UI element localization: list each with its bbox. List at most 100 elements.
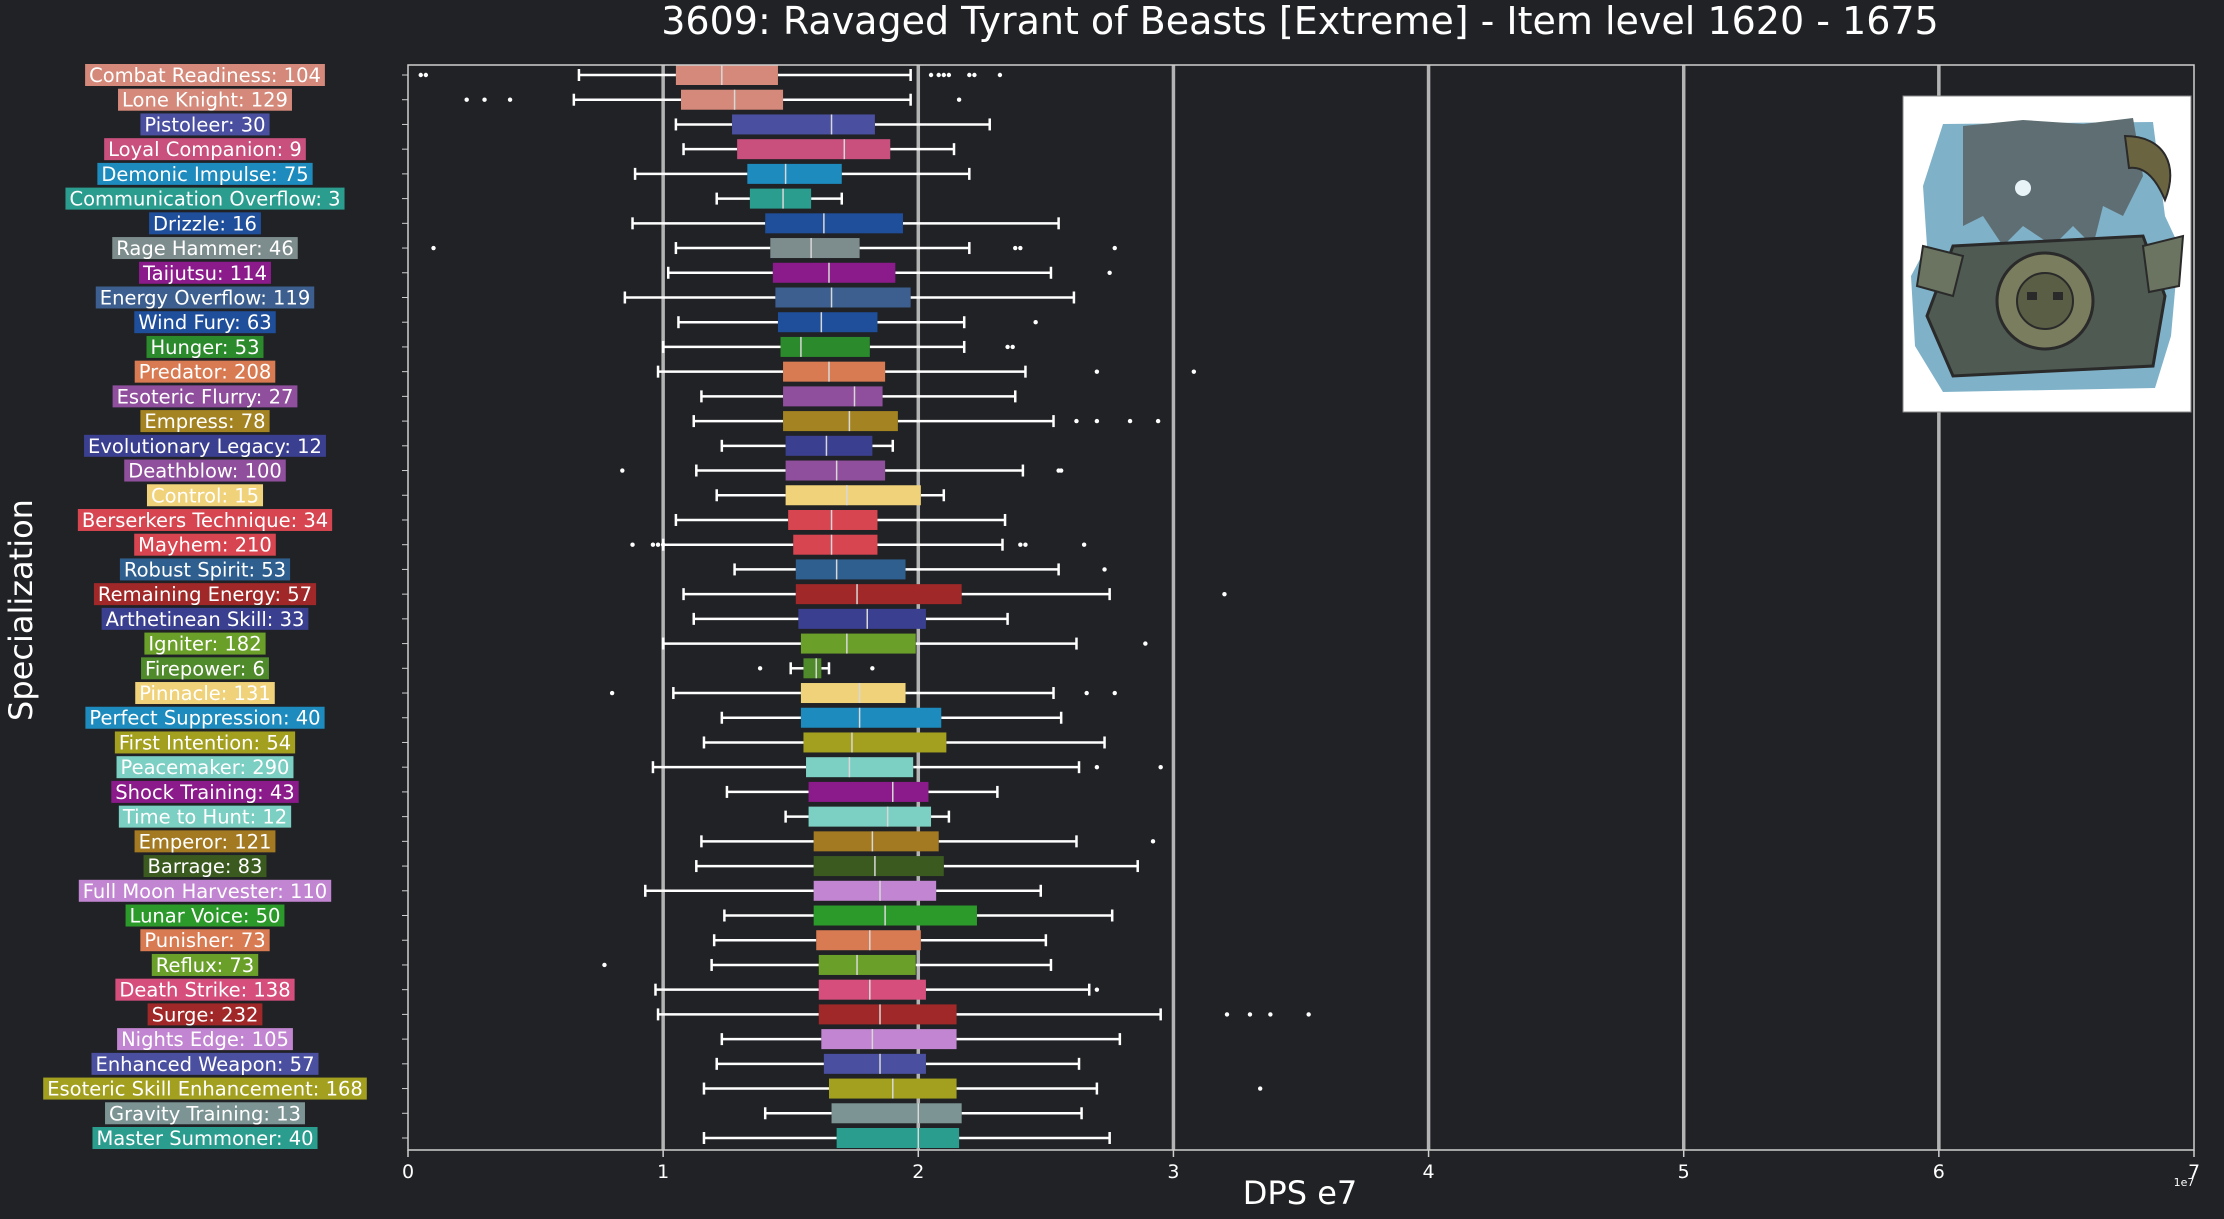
category-label: Lunar Voice: 50 [130, 905, 281, 928]
outlier-point [1155, 418, 1161, 424]
box-iqr [808, 806, 932, 827]
category-label-bg [125, 904, 285, 927]
box-iqr [803, 658, 822, 679]
category-label: Hunger: 53 [150, 336, 259, 359]
outlier-point [1247, 1012, 1253, 1017]
category-label: Empress: 78 [144, 410, 265, 433]
outlier-point [946, 72, 952, 78]
category-label-bg [144, 632, 266, 655]
box-13 [402, 386, 1017, 407]
category-label-bg [124, 459, 286, 482]
y-axis-title: Specialization [2, 499, 40, 721]
category-label-bg [78, 879, 332, 902]
box-iqr [732, 114, 875, 135]
box-iqr [785, 460, 886, 481]
box-16 [402, 460, 1064, 481]
category-label: Energy Overflow: 119 [100, 286, 310, 309]
outlier-point [1158, 764, 1163, 770]
outlier-point [1094, 987, 1100, 992]
outlier-point [1058, 468, 1064, 473]
category-label: Esoteric Flurry: 27 [117, 385, 294, 408]
outlier-point [650, 542, 656, 547]
box-22 [402, 608, 1009, 629]
category-label-bg [140, 410, 270, 433]
outlier-point [936, 72, 941, 78]
category-label-bg [134, 360, 276, 383]
portrait-eye-right [2053, 292, 2063, 300]
outlier-point [1033, 320, 1038, 325]
outlier-point [757, 666, 763, 671]
box-iqr [785, 435, 873, 456]
box-iqr [783, 386, 883, 407]
box-iqr [803, 732, 947, 753]
box-iqr [831, 1103, 962, 1124]
box-17 [402, 485, 946, 506]
box-6 [402, 213, 1060, 234]
box-iqr [772, 262, 896, 283]
box-9 [402, 287, 1076, 308]
category-label-bg [116, 756, 294, 779]
category-label-bg [112, 385, 298, 408]
box-41 [402, 1078, 1263, 1099]
outlier-point [1094, 764, 1100, 770]
category-label: Rage Hammer: 46 [116, 237, 294, 260]
box-8 [402, 262, 1112, 283]
category-label-bg [134, 533, 276, 556]
outlier-point [1005, 344, 1010, 350]
category-label-bg [105, 1102, 305, 1125]
outlier-point [630, 542, 635, 547]
outlier-point [660, 542, 666, 547]
category-label-bg [77, 508, 333, 531]
box-23 [402, 633, 1148, 654]
box-7 [402, 238, 1117, 259]
category-label-bg [134, 311, 276, 334]
category-label-bg [141, 657, 269, 680]
box-iqr [813, 880, 937, 901]
box-11 [402, 336, 1015, 357]
category-label-bg [143, 855, 267, 878]
box-iqr [749, 188, 812, 209]
category-label: Lone Knight: 129 [122, 89, 288, 112]
x-axis-ticks: 0 1 2 3 4 5 6 7 [402, 1150, 2200, 1183]
box-15 [402, 435, 895, 456]
box-36 [402, 954, 1053, 975]
category-label: Punisher: 73 [144, 929, 265, 952]
box-iqr [818, 1004, 957, 1025]
outlier-point [507, 97, 513, 102]
x-tick-label: 1 [657, 1161, 669, 1183]
category-label: Surge: 232 [152, 1003, 259, 1026]
box-iqr [783, 411, 898, 432]
portrait-glow-eye [2015, 180, 2031, 196]
category-label: Peacemaker: 290 [121, 756, 290, 779]
category-label: Pistoleer: 30 [144, 113, 265, 136]
x-tick-label: 0 [402, 1161, 414, 1183]
outlier-point [956, 97, 962, 102]
outlier-point [1150, 839, 1156, 844]
category-label-bg [112, 237, 298, 260]
outlier-point [1013, 245, 1018, 251]
box-iqr [800, 707, 942, 728]
category-label-bg [118, 88, 292, 111]
box-32 [402, 856, 1139, 877]
outlier-point [1191, 369, 1197, 374]
outlier-point [423, 72, 429, 78]
box-iqr [836, 1128, 960, 1148]
outlier-point [1102, 567, 1107, 572]
box-20 [402, 559, 1107, 580]
x-tick-label: 2 [912, 1161, 924, 1183]
box-18 [402, 509, 1007, 530]
outlier-point [1094, 418, 1100, 424]
category-label: Shock Training: 43 [115, 781, 294, 804]
category-label: Evolutionary Legacy: 12 [88, 435, 322, 458]
outlier-point [1143, 641, 1148, 646]
category-label-bg [117, 1028, 293, 1051]
x-axis-exponent: 1e7 [2174, 1176, 2195, 1189]
box-iqr [795, 559, 906, 580]
category-label: Combat Readiness: 104 [89, 64, 321, 87]
box-iqr [818, 954, 916, 975]
outlier-point [431, 245, 436, 251]
category-label: Emperor: 121 [139, 830, 272, 853]
portrait-head [1963, 118, 2143, 246]
